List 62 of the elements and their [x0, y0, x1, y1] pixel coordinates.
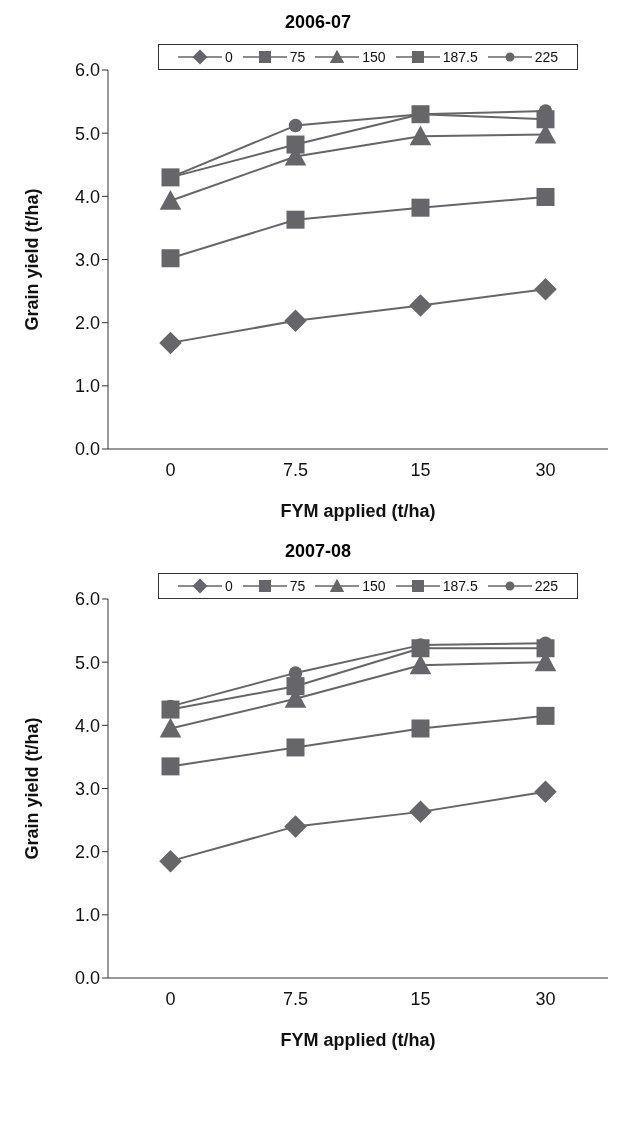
point — [161, 757, 180, 776]
point — [534, 277, 557, 301]
point — [284, 309, 307, 333]
point — [159, 331, 182, 355]
point — [411, 719, 430, 738]
point — [534, 780, 557, 803]
x-tick-label: 7.5 — [282, 988, 309, 1009]
point — [284, 815, 307, 838]
x-tick-label: 30 — [535, 988, 556, 1009]
point — [159, 717, 182, 738]
x-tick-label: 0 — [165, 459, 176, 480]
point — [159, 849, 182, 873]
point — [409, 800, 432, 824]
point — [409, 654, 432, 675]
point — [159, 189, 182, 210]
y-tick-label: 5.0 — [74, 652, 100, 673]
point — [288, 118, 303, 133]
y-tick-label: 0.0 — [74, 968, 100, 989]
x-tick-label: 7.5 — [282, 459, 309, 480]
x-tick-label: 15 — [410, 459, 431, 480]
legend-label: 0 — [224, 49, 233, 65]
y-tick-label: 2.0 — [74, 313, 100, 334]
point — [409, 125, 432, 146]
legend-label: 225 — [534, 49, 559, 65]
y-tick-label: 0.0 — [74, 439, 100, 460]
point — [536, 187, 555, 206]
y-axis-title: Grain yield (t/ha) — [22, 717, 43, 860]
y-tick-label: 3.0 — [74, 249, 100, 270]
point — [286, 677, 305, 696]
point — [288, 666, 303, 680]
point — [286, 210, 305, 229]
y-tick-label: 4.0 — [74, 186, 100, 207]
point — [536, 706, 555, 725]
x-tick-label: 0 — [165, 988, 176, 1009]
point — [286, 738, 305, 757]
x-axis-title: FYM applied (t/ha) — [280, 1030, 436, 1050]
y-axis-title: Grain yield (t/ha) — [22, 188, 43, 331]
y-tick-label: 5.0 — [74, 123, 100, 144]
y-tick-label: 2.0 — [74, 842, 100, 863]
y-tick-label: 4.0 — [74, 715, 100, 736]
y-tick-label: 6.0 — [74, 60, 100, 81]
y-tick-label: 3.0 — [74, 778, 100, 799]
legend-label: 187.5 — [442, 578, 478, 594]
legend-label: 150 — [362, 49, 386, 65]
point — [409, 294, 432, 317]
chart-title: 2007-08 — [283, 541, 353, 562]
point — [286, 135, 305, 154]
x-axis-title: FYM applied (t/ha) — [280, 501, 436, 521]
point — [411, 198, 430, 217]
x-tick-label: 30 — [535, 459, 556, 480]
x-tick-label: 15 — [410, 988, 431, 1009]
legend-label: 75 — [289, 578, 306, 594]
y-tick-label: 1.0 — [74, 376, 100, 397]
legend-label: 225 — [534, 578, 559, 594]
chart-title: 2006-07 — [283, 12, 353, 33]
legend-label: 75 — [289, 49, 306, 65]
y-tick-label: 6.0 — [74, 589, 100, 610]
legend-label: 0 — [224, 578, 233, 594]
legend-label: 150 — [362, 578, 386, 594]
legend-label: 187.5 — [442, 49, 478, 65]
point — [161, 249, 180, 268]
y-tick-label: 1.0 — [74, 905, 100, 926]
